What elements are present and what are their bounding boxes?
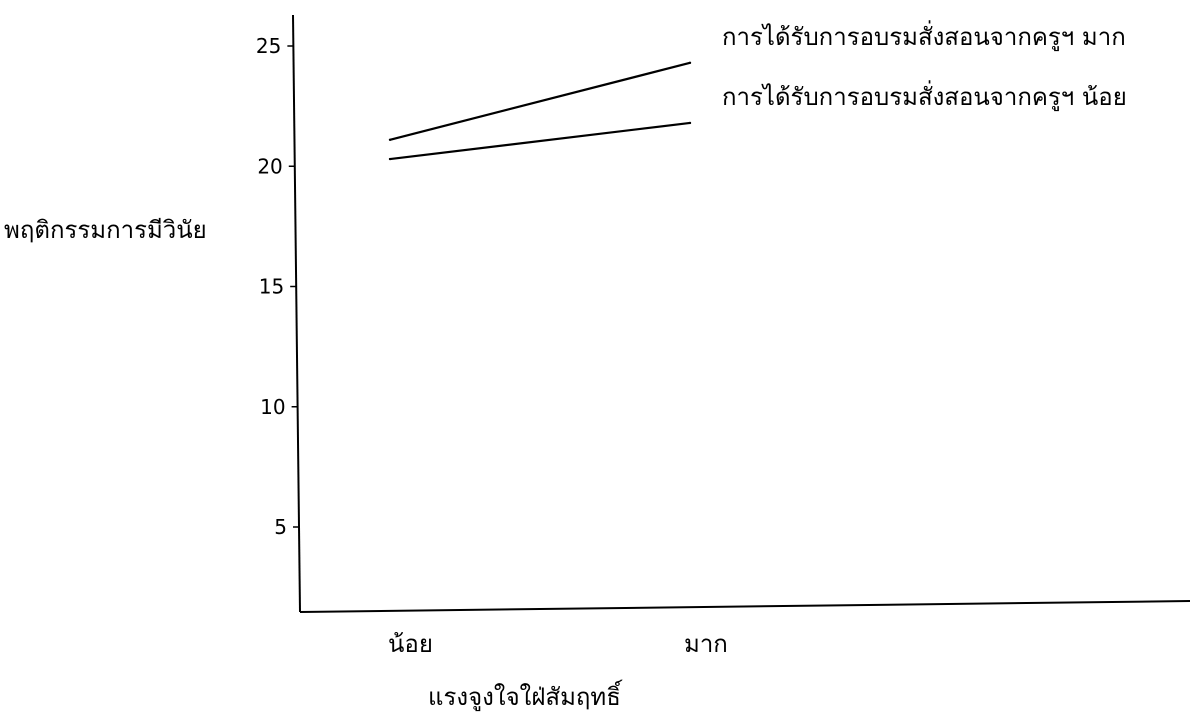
y-tick-label: 15 xyxy=(259,275,284,299)
y-axis-label: พฤติกรรมการมีวินัย xyxy=(4,216,207,244)
series-point xyxy=(388,138,392,141)
series-label: การได้รับการอบรมสั่งสอนจากครูฯ น้อย xyxy=(722,80,1127,112)
y-tick-label: 5 xyxy=(274,515,287,539)
y-axis xyxy=(292,14,301,613)
x-axis-label: แรงจูงใจใฝ่สัมฤทธิ์ xyxy=(428,679,623,712)
series-line xyxy=(389,61,691,141)
y-tick-label: 25 xyxy=(256,34,281,58)
series-point xyxy=(388,157,392,161)
series-line xyxy=(389,121,691,161)
series-group: การได้รับการอบรมสั่งสอนจากครูฯ มากการได้… xyxy=(388,20,1127,161)
x-tick-label: น้อย xyxy=(388,630,433,658)
y-ticks: 5 10 15 20 25 xyxy=(256,34,300,539)
x-ticks: น้อย มาก xyxy=(388,630,728,658)
x-axis xyxy=(299,600,1191,613)
series-point xyxy=(688,121,692,125)
y-tick-label: 10 xyxy=(260,395,285,419)
y-tick-label: 20 xyxy=(257,154,282,178)
x-tick-label: มาก xyxy=(684,630,728,658)
series-label: การได้รับการอบรมสั่งสอนจากครูฯ มาก xyxy=(722,20,1126,52)
series-point xyxy=(688,61,692,65)
